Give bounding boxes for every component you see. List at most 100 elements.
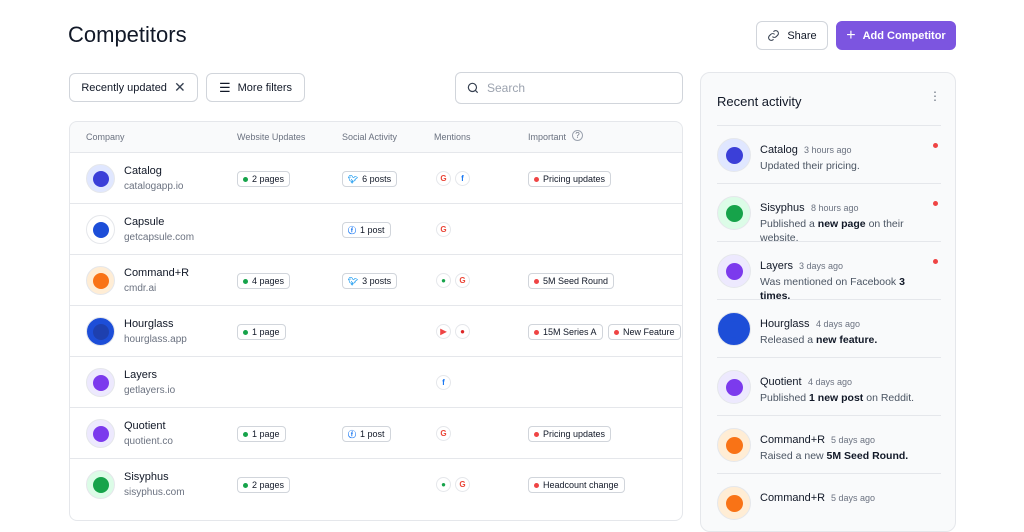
status-dot [243, 482, 248, 488]
company-domain: quotient.co [124, 436, 173, 447]
company-name: Layers [124, 369, 158, 381]
activity-item[interactable]: Command+R 5 days ago Raised a new 5M Seed … [717, 415, 941, 473]
text: Published [760, 392, 810, 404]
pill-label: 5M Seed Round [543, 276, 609, 286]
status-dot [243, 176, 248, 182]
activity-logo [717, 138, 751, 172]
social-pill: 🐦︎ 6 posts [342, 171, 398, 187]
mention-icon: G [455, 273, 470, 288]
company-name: Sisyphus [124, 471, 169, 483]
mention-icon: ● [436, 273, 451, 288]
bold-text: new page [817, 218, 866, 230]
activity-name: Quotient [760, 376, 802, 388]
search-box[interactable]: Search [455, 72, 683, 104]
more-filters[interactable]: ☰ More filters [206, 73, 305, 102]
status-dot [243, 278, 248, 284]
activity-text: Published 1 new post on Reddit. [760, 391, 920, 405]
company-name: Command+R [124, 267, 190, 279]
important-pill: Headcount change [528, 477, 625, 493]
activity-item[interactable]: Sisyphus 8 hours ago Published a new page … [717, 183, 941, 244]
company-logo [86, 266, 115, 295]
text: Was mentioned on Facebook [760, 276, 900, 288]
activity-item[interactable]: Quotient 4 days ago Published 1 new post o… [717, 357, 941, 415]
social-icon: ⓕ [348, 225, 356, 235]
social-pill: ⓕ 1 post [342, 222, 391, 238]
table-row[interactable]: Capsule getcapsule.com ⓕ 1 post G [70, 203, 682, 254]
search-icon [467, 82, 479, 94]
important-pill: 15M Series A [528, 324, 603, 340]
table-row[interactable]: Quotient quotient.co 1 page ⓕ 1 post G Pricing… [70, 407, 682, 458]
menu-icon[interactable]: ⋮ [929, 89, 941, 103]
mention-icon: G [455, 477, 470, 492]
company-name: Hourglass [124, 318, 174, 330]
activity-name: Command+R [760, 492, 826, 504]
important-pill: New Feature [608, 324, 681, 340]
logo-mark [93, 273, 109, 289]
activity-time: 5 days ago [831, 493, 876, 503]
mention-icon: ● [455, 324, 470, 339]
activity-item[interactable]: Layers 3 days ago Was mentioned on Faceboo… [717, 241, 941, 302]
column-header: Company [86, 132, 125, 142]
activity-name: Catalog [760, 144, 798, 156]
activity-item[interactable]: Command+R 5 days ago [717, 473, 941, 531]
text: Updated their pricing. [760, 160, 860, 172]
filter-icon: ☰ [218, 79, 231, 95]
activity-time: 4 days ago [816, 319, 861, 329]
mention-icon: f [436, 375, 451, 390]
panel-title: Recent activity [717, 94, 802, 109]
mention-icon: f [455, 171, 470, 186]
alert-dot [534, 278, 539, 284]
add-button[interactable]: + Add Competitor [836, 21, 956, 50]
important-pill: Pricing updates [528, 426, 612, 442]
text: Published a [760, 218, 818, 230]
activity-item[interactable]: Catalog 3 hours ago Updated their pricing. [717, 125, 941, 183]
activity-name: Hourglass [760, 318, 810, 330]
close-icon[interactable]: ✕ [173, 79, 186, 95]
table-row[interactable]: Sisyphus sisyphus.com 2 pages ● G Headcount c… [70, 458, 682, 509]
social-icon: 🐦︎ [348, 174, 359, 184]
activity-name: Command+R [760, 434, 826, 446]
activity-name: Sisyphus [760, 202, 805, 214]
alert-dot [534, 431, 539, 437]
activity-time: 8 hours ago [811, 203, 859, 213]
pill-label: Headcount change [543, 480, 619, 490]
company-logo [86, 215, 115, 244]
table-row[interactable]: Layers getlayers.io f [70, 356, 682, 407]
activity-item[interactable]: Hourglass 4 days ago Released a new featur… [717, 299, 941, 357]
logo-mark [726, 205, 743, 222]
activity-text: Raised a new 5M Seed Round. [760, 449, 920, 463]
website-pill: 1 page [237, 426, 286, 442]
activity-logo [717, 428, 751, 462]
mention-icon: G [436, 171, 451, 186]
activity-text: Published a new page on their website. [760, 217, 920, 245]
table-row[interactable]: Command+R cmdr.ai 4 pages 🐦︎ 3 posts ● G 5M See… [70, 254, 682, 305]
activity-logo [717, 312, 751, 346]
website-pill: 4 pages [237, 273, 291, 289]
company-domain: catalogapp.io [124, 181, 184, 192]
activity-time: 4 days ago [808, 377, 853, 387]
company-logo [86, 317, 115, 346]
share-button[interactable]: Share [756, 21, 828, 50]
company-logo [86, 164, 115, 193]
bold-text: new feature. [816, 334, 878, 346]
activity-logo [717, 370, 751, 404]
mention-icon: G [436, 426, 451, 441]
activity-text: Updated their pricing. [760, 159, 920, 173]
plus-icon: + [846, 26, 856, 44]
status-dot [243, 329, 248, 335]
mention-icon: G [436, 222, 451, 237]
website-pill: 2 pages [237, 171, 291, 187]
table-row[interactable]: Hourglass hourglass.app 1 page ▶ ● 15M Series… [70, 305, 682, 356]
filter-chip[interactable]: Recently updated ✕ [69, 73, 198, 102]
company-domain: cmdr.ai [124, 283, 157, 294]
text: Released a [760, 334, 817, 346]
activity-logo [717, 486, 751, 520]
bold-text: 1 new post [809, 392, 864, 404]
search-placeholder: Search [487, 81, 526, 95]
unread-dot [933, 143, 938, 148]
unread-dot [933, 259, 938, 264]
activity-panel: Recent activity ⋮ Catalog 3 hours ago Upda… [700, 72, 956, 532]
pill-label: 2 pages [252, 480, 285, 490]
social-icon: 🐦︎ [348, 276, 359, 286]
